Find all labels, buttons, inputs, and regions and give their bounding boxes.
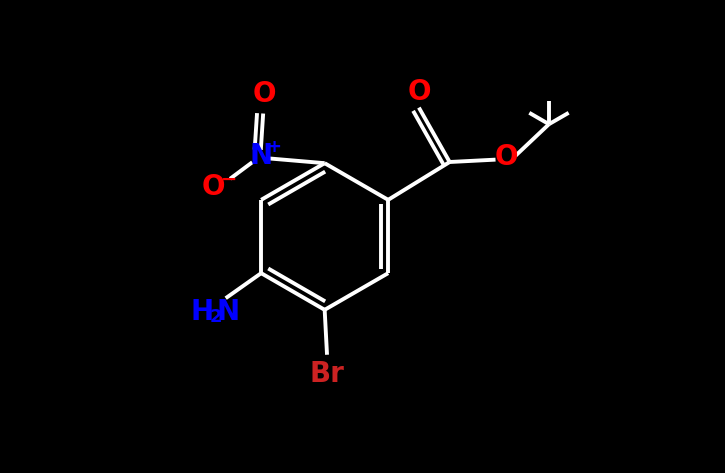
Text: O: O [407, 79, 431, 106]
Text: O: O [494, 143, 518, 171]
Text: Br: Br [310, 359, 344, 388]
Text: H: H [191, 298, 214, 326]
Text: O: O [252, 79, 276, 108]
Text: O: O [202, 173, 225, 201]
Text: +: + [267, 138, 281, 156]
Text: 2: 2 [210, 308, 223, 326]
Text: −: − [220, 170, 237, 189]
Text: N: N [217, 298, 240, 326]
Text: N: N [249, 142, 273, 170]
